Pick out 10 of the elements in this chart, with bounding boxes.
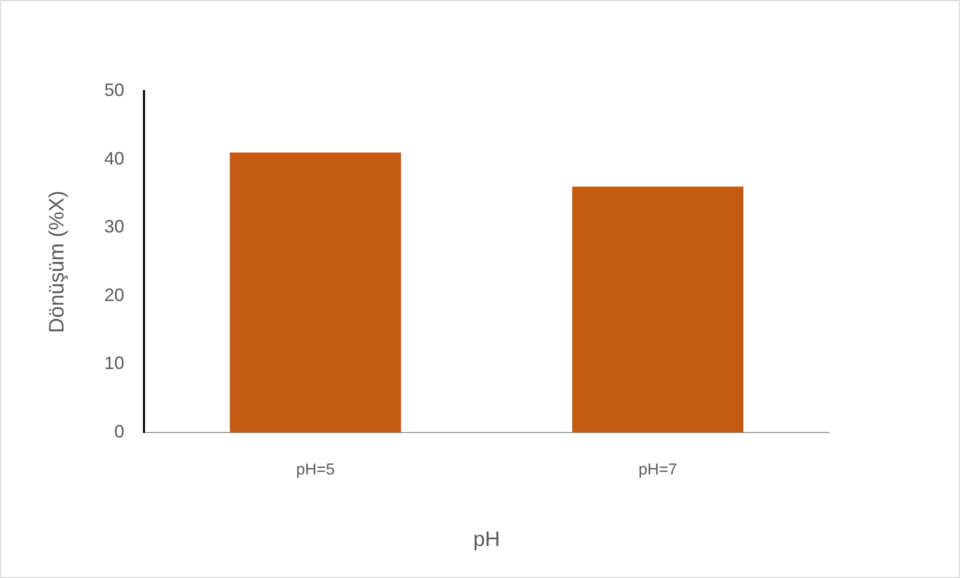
y-axis-title: Dönüşüm (%X) <box>45 190 68 333</box>
x-tick-label: pH=5 <box>296 462 335 479</box>
x-tick-label: pH=7 <box>638 462 678 479</box>
y-tick-label: 0 <box>114 422 124 442</box>
y-tick-label: 40 <box>104 148 124 168</box>
y-tick-label: 30 <box>104 216 124 237</box>
y-tick-label: 20 <box>104 284 124 305</box>
y-tick-label: 10 <box>104 353 124 374</box>
y-tick-label: 50 <box>104 80 124 100</box>
x-axis-title: pH <box>473 528 500 552</box>
